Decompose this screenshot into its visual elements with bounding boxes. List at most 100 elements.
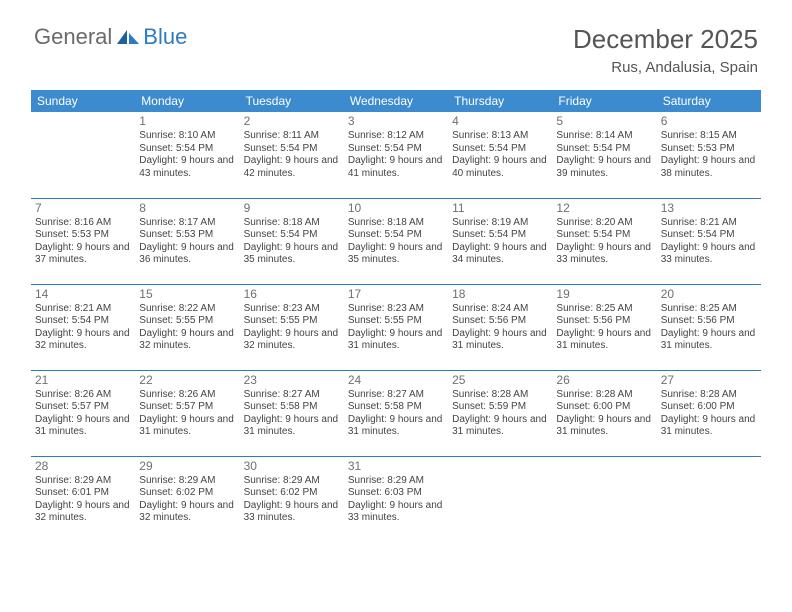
sunrise-line: Sunrise: 8:13 AM — [452, 130, 548, 143]
sunrise-line: Sunrise: 8:25 AM — [556, 303, 652, 316]
sunrise-line: Sunrise: 8:26 AM — [35, 389, 131, 402]
calendar-cell: 8Sunrise: 8:17 AMSunset: 5:53 PMDaylight… — [135, 198, 239, 284]
sunrise-line: Sunrise: 8:29 AM — [348, 475, 444, 488]
sunrise-line: Sunrise: 8:23 AM — [244, 303, 340, 316]
day-number: 21 — [35, 373, 131, 388]
calendar-table: SundayMondayTuesdayWednesdayThursdayFrid… — [31, 90, 761, 542]
day-header: Tuesday — [240, 90, 344, 112]
day-number: 28 — [35, 459, 131, 474]
calendar-cell: 4Sunrise: 8:13 AMSunset: 5:54 PMDaylight… — [448, 112, 552, 198]
day-number: 15 — [139, 287, 235, 302]
sunset-line: Sunset: 5:53 PM — [661, 143, 757, 156]
daylight-line: Daylight: 9 hours and 32 minutes. — [35, 328, 131, 353]
day-number: 14 — [35, 287, 131, 302]
calendar-cell: 27Sunrise: 8:28 AMSunset: 6:00 PMDayligh… — [657, 370, 761, 456]
sunrise-line: Sunrise: 8:20 AM — [556, 217, 652, 230]
calendar-cell: 24Sunrise: 8:27 AMSunset: 5:58 PMDayligh… — [344, 370, 448, 456]
daylight-line: Daylight: 9 hours and 31 minutes. — [139, 414, 235, 439]
sunset-line: Sunset: 5:57 PM — [139, 401, 235, 414]
sunset-line: Sunset: 5:53 PM — [139, 229, 235, 242]
sunset-line: Sunset: 6:00 PM — [661, 401, 757, 414]
day-number: 6 — [661, 114, 757, 129]
calendar-week: 21Sunrise: 8:26 AMSunset: 5:57 PMDayligh… — [31, 370, 761, 456]
sunrise-line: Sunrise: 8:18 AM — [348, 217, 444, 230]
sunset-line: Sunset: 5:56 PM — [556, 315, 652, 328]
sunset-line: Sunset: 5:56 PM — [452, 315, 548, 328]
day-number: 26 — [556, 373, 652, 388]
sunset-line: Sunset: 5:54 PM — [139, 143, 235, 156]
daylight-line: Daylight: 9 hours and 32 minutes. — [244, 328, 340, 353]
sunset-line: Sunset: 5:54 PM — [661, 229, 757, 242]
calendar-week: 14Sunrise: 8:21 AMSunset: 5:54 PMDayligh… — [31, 284, 761, 370]
day-number: 30 — [244, 459, 340, 474]
calendar-cell: 28Sunrise: 8:29 AMSunset: 6:01 PMDayligh… — [31, 456, 135, 542]
daylight-line: Daylight: 9 hours and 33 minutes. — [661, 242, 757, 267]
sunset-line: Sunset: 5:54 PM — [556, 143, 652, 156]
header: General Blue December 2025 Rus, Andalusi… — [0, 0, 792, 82]
calendar-week: 1Sunrise: 8:10 AMSunset: 5:54 PMDaylight… — [31, 112, 761, 198]
day-number: 3 — [348, 114, 444, 129]
daylight-line: Daylight: 9 hours and 32 minutes. — [35, 500, 131, 525]
daylight-line: Daylight: 9 hours and 32 minutes. — [139, 500, 235, 525]
daylight-line: Daylight: 9 hours and 31 minutes. — [348, 414, 444, 439]
sunrise-line: Sunrise: 8:29 AM — [35, 475, 131, 488]
sunset-line: Sunset: 5:59 PM — [452, 401, 548, 414]
daylight-line: Daylight: 9 hours and 38 minutes. — [661, 155, 757, 180]
sunset-line: Sunset: 6:01 PM — [35, 487, 131, 500]
sunset-line: Sunset: 5:54 PM — [348, 143, 444, 156]
logo-text-general: General — [34, 24, 112, 50]
sunset-line: Sunset: 5:55 PM — [139, 315, 235, 328]
day-number: 19 — [556, 287, 652, 302]
sunset-line: Sunset: 5:54 PM — [348, 229, 444, 242]
daylight-line: Daylight: 9 hours and 35 minutes. — [348, 242, 444, 267]
daylight-line: Daylight: 9 hours and 33 minutes. — [556, 242, 652, 267]
sunrise-line: Sunrise: 8:27 AM — [244, 389, 340, 402]
calendar-cell — [657, 456, 761, 542]
daylight-line: Daylight: 9 hours and 41 minutes. — [348, 155, 444, 180]
calendar-cell: 17Sunrise: 8:23 AMSunset: 5:55 PMDayligh… — [344, 284, 448, 370]
sunset-line: Sunset: 5:54 PM — [244, 229, 340, 242]
calendar-cell: 13Sunrise: 8:21 AMSunset: 5:54 PMDayligh… — [657, 198, 761, 284]
sunset-line: Sunset: 5:58 PM — [348, 401, 444, 414]
sunset-line: Sunset: 5:55 PM — [244, 315, 340, 328]
logo-sail-icon — [117, 28, 139, 46]
sunrise-line: Sunrise: 8:26 AM — [139, 389, 235, 402]
sunset-line: Sunset: 5:56 PM — [661, 315, 757, 328]
day-number: 12 — [556, 201, 652, 216]
daylight-line: Daylight: 9 hours and 31 minutes. — [661, 328, 757, 353]
title-block: December 2025 Rus, Andalusia, Spain — [573, 24, 758, 76]
calendar-cell — [448, 456, 552, 542]
calendar-cell: 31Sunrise: 8:29 AMSunset: 6:03 PMDayligh… — [344, 456, 448, 542]
calendar-cell: 23Sunrise: 8:27 AMSunset: 5:58 PMDayligh… — [240, 370, 344, 456]
sunrise-line: Sunrise: 8:10 AM — [139, 130, 235, 143]
sunrise-line: Sunrise: 8:15 AM — [661, 130, 757, 143]
calendar-cell: 2Sunrise: 8:11 AMSunset: 5:54 PMDaylight… — [240, 112, 344, 198]
day-number: 2 — [244, 114, 340, 129]
day-number: 22 — [139, 373, 235, 388]
day-number: 18 — [452, 287, 548, 302]
daylight-line: Daylight: 9 hours and 31 minutes. — [556, 328, 652, 353]
day-number: 10 — [348, 201, 444, 216]
day-header: Thursday — [448, 90, 552, 112]
sunrise-line: Sunrise: 8:23 AM — [348, 303, 444, 316]
sunset-line: Sunset: 5:54 PM — [244, 143, 340, 156]
location: Rus, Andalusia, Spain — [573, 59, 758, 76]
sunset-line: Sunset: 6:02 PM — [139, 487, 235, 500]
day-number: 29 — [139, 459, 235, 474]
daylight-line: Daylight: 9 hours and 31 minutes. — [452, 414, 548, 439]
sunrise-line: Sunrise: 8:21 AM — [661, 217, 757, 230]
sunrise-line: Sunrise: 8:24 AM — [452, 303, 548, 316]
day-header: Monday — [135, 90, 239, 112]
daylight-line: Daylight: 9 hours and 31 minutes. — [452, 328, 548, 353]
day-number: 17 — [348, 287, 444, 302]
sunset-line: Sunset: 5:54 PM — [35, 315, 131, 328]
daylight-line: Daylight: 9 hours and 31 minutes. — [348, 328, 444, 353]
calendar-cell: 20Sunrise: 8:25 AMSunset: 5:56 PMDayligh… — [657, 284, 761, 370]
sunrise-line: Sunrise: 8:28 AM — [452, 389, 548, 402]
calendar-cell: 15Sunrise: 8:22 AMSunset: 5:55 PMDayligh… — [135, 284, 239, 370]
day-number: 7 — [35, 201, 131, 216]
day-number: 23 — [244, 373, 340, 388]
logo-text-blue: Blue — [143, 24, 187, 50]
calendar-cell: 14Sunrise: 8:21 AMSunset: 5:54 PMDayligh… — [31, 284, 135, 370]
day-number: 27 — [661, 373, 757, 388]
